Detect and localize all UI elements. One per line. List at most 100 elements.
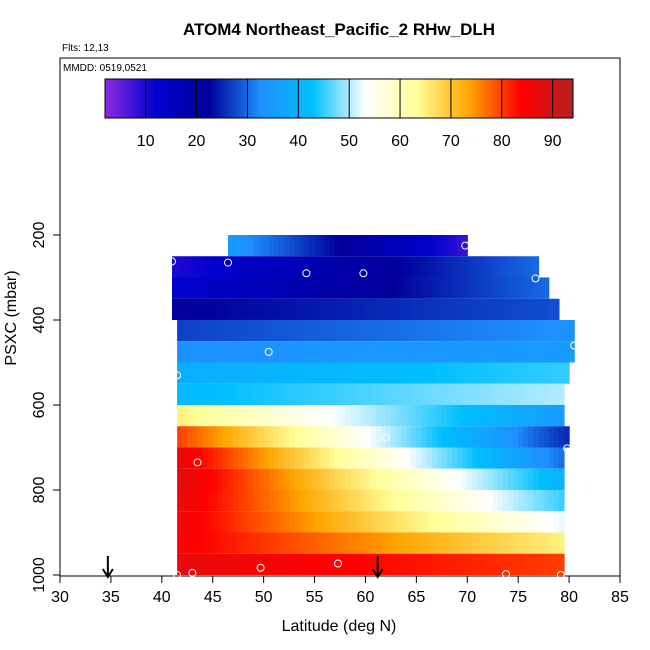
heatmap-cell <box>248 256 255 278</box>
heatmap-cell <box>273 362 280 384</box>
heatmap-cell <box>385 511 392 533</box>
heatmap-cell <box>472 490 479 512</box>
heatmap-cell <box>523 362 529 384</box>
heatmap-cell <box>558 383 565 405</box>
heatmap-cell <box>355 405 361 427</box>
observation-point <box>381 433 390 442</box>
heatmap-cell <box>375 383 382 405</box>
heatmap-cell <box>441 447 448 469</box>
heatmap-cell <box>365 341 372 363</box>
heatmap-cell <box>508 298 514 320</box>
heatmap-cell <box>533 511 540 533</box>
heatmap-cell <box>543 383 550 405</box>
heatmap-cell <box>457 405 463 427</box>
heatmap-cell <box>518 511 524 533</box>
heatmap-cell <box>380 405 387 427</box>
heatmap-cell <box>314 277 321 299</box>
heatmap-cell <box>324 405 331 427</box>
heatmap-cell <box>543 511 550 533</box>
heatmap-cell <box>243 553 249 575</box>
observation-point <box>461 241 470 250</box>
heatmap-cell <box>212 532 219 554</box>
heatmap-cell <box>207 362 214 384</box>
heatmap-cell <box>482 511 489 533</box>
heatmap-cell <box>416 341 423 363</box>
x-tick-label: 65 <box>407 589 425 606</box>
heatmap-cell <box>284 490 290 512</box>
heatmap-cell <box>558 490 565 512</box>
heatmap-cell <box>192 320 199 342</box>
heatmap-cell <box>431 341 438 363</box>
heatmap-cell <box>452 553 458 575</box>
heatmap-cell <box>360 277 367 299</box>
colorbar-tick-label: 80 <box>493 133 511 150</box>
heatmap-cell <box>192 468 199 490</box>
heatmap-cell <box>533 256 540 278</box>
heatmap-cell <box>340 362 346 384</box>
heatmap-cell <box>390 405 397 427</box>
heatmap-band <box>172 256 540 278</box>
heatmap-cell <box>228 277 234 299</box>
heatmap-cell <box>543 468 550 490</box>
heatmap-cell <box>508 490 514 512</box>
heatmap-cell <box>324 362 331 384</box>
heatmap-cell <box>416 468 423 490</box>
heatmap-cell <box>472 447 479 469</box>
heatmap-cell <box>187 532 193 554</box>
heatmap-cell <box>294 256 300 278</box>
heatmap-cell <box>340 426 346 448</box>
heatmap-cell <box>436 298 443 320</box>
heatmap-cell <box>411 426 417 448</box>
heatmap-cell <box>548 341 555 363</box>
heatmap-cell <box>416 490 423 512</box>
heatmap-cell <box>228 405 234 427</box>
heatmap-cell <box>329 426 336 448</box>
heatmap-cell <box>538 362 545 384</box>
heatmap-cell <box>263 362 270 384</box>
heatmap-cell <box>492 320 499 342</box>
heatmap-cell <box>187 383 193 405</box>
heatmap-cell <box>441 320 448 342</box>
heatmap-cell <box>289 532 295 554</box>
heatmap-cell <box>380 277 387 299</box>
heatmap-cell <box>441 490 448 512</box>
heatmap-cell <box>243 341 249 363</box>
heatmap-cell <box>401 405 407 427</box>
heatmap-cell <box>207 447 214 469</box>
heatmap-cell <box>304 447 311 469</box>
heatmap-cell <box>558 362 565 384</box>
heatmap-cell <box>523 490 529 512</box>
heatmap-cell <box>314 532 321 554</box>
heatmap-cell <box>263 256 270 278</box>
heatmap-cell <box>508 383 514 405</box>
heatmap-cell <box>457 447 463 469</box>
heatmap-cell <box>258 341 265 363</box>
heatmap-cell <box>436 277 443 299</box>
heatmap-cell <box>365 532 372 554</box>
heatmap-cell <box>299 426 305 448</box>
heatmap-cell <box>212 298 219 320</box>
heatmap-cell <box>416 362 423 384</box>
heatmap-cell <box>416 256 423 278</box>
heatmap-cell <box>421 468 428 490</box>
heatmap-cell <box>309 426 316 448</box>
heatmap-cell <box>538 532 545 554</box>
heatmap-cell <box>268 553 275 575</box>
heatmap-cell <box>467 341 473 363</box>
heatmap-cell <box>253 341 260 363</box>
heatmap-cell <box>441 383 448 405</box>
heatmap-cell <box>319 383 326 405</box>
heatmap-cell <box>197 405 204 427</box>
heatmap-cell <box>452 383 458 405</box>
heatmap-cell <box>487 341 494 363</box>
heatmap-cell <box>487 468 494 490</box>
heatmap-cell <box>370 341 377 363</box>
observation-point <box>193 458 202 467</box>
heatmap-cell <box>518 256 524 278</box>
heatmap-cell <box>258 320 265 342</box>
heatmap-cell <box>482 298 489 320</box>
heatmap-cell <box>222 298 229 320</box>
x-tick-label: 55 <box>306 589 324 606</box>
heatmap-cell <box>497 298 504 320</box>
heatmap-cell <box>441 511 448 533</box>
